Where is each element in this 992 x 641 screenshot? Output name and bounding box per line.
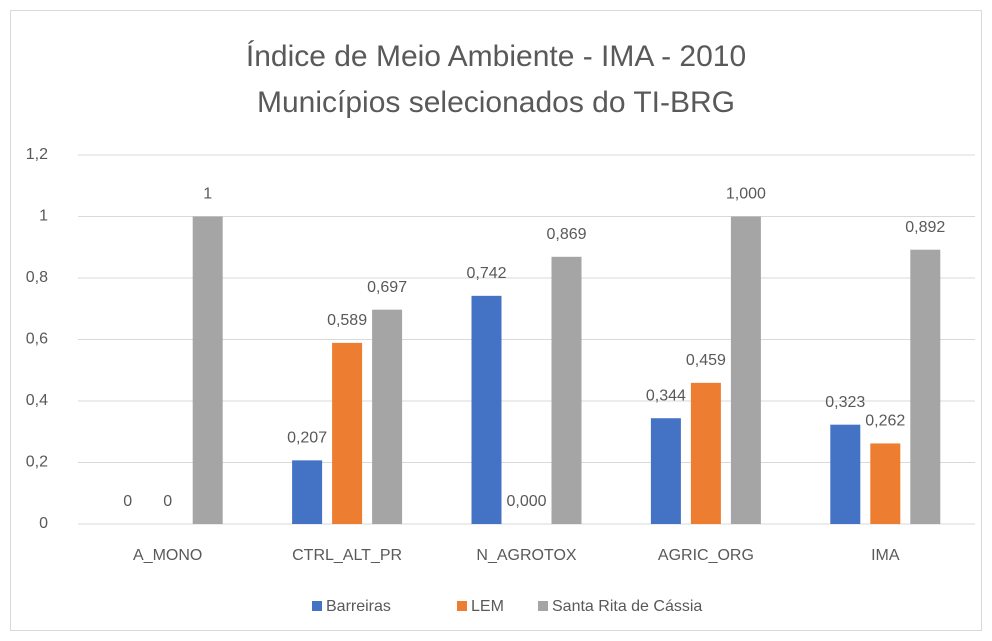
bar	[690, 382, 721, 524]
y-tick-label: 1,2	[26, 146, 48, 163]
bar	[332, 342, 363, 524]
y-tick-label: 0,8	[26, 269, 48, 286]
bar	[372, 309, 403, 524]
x-tick-label: IMA	[871, 547, 900, 564]
value-label: 0,323	[825, 394, 865, 411]
y-tick-label: 0	[39, 515, 48, 532]
y-tick-label: 0,2	[26, 454, 48, 471]
value-label: 0,869	[546, 226, 586, 243]
legend-swatch	[312, 601, 322, 611]
value-label: 0	[163, 493, 172, 510]
bar	[551, 256, 582, 524]
bar	[650, 418, 681, 524]
y-tick-label: 0,4	[26, 392, 48, 409]
bar	[730, 216, 761, 524]
value-label: 0,000	[506, 493, 546, 510]
value-label: 0,207	[287, 430, 327, 447]
value-label: 0,589	[327, 312, 367, 329]
bar	[830, 424, 861, 524]
legend-label: Barreiras	[326, 598, 391, 615]
value-label: 0,344	[646, 387, 686, 404]
legend-swatch	[538, 601, 548, 611]
bar	[192, 216, 223, 524]
x-tick-label: A_MONO	[133, 547, 202, 564]
legend-swatch	[457, 601, 467, 611]
value-label: 0	[123, 493, 132, 510]
value-label: 1,000	[726, 186, 766, 203]
legend-label: Santa Rita de Cássia	[552, 598, 702, 615]
bar	[870, 443, 901, 524]
x-tick-label: CTRL_ALT_PR	[292, 547, 402, 564]
value-label: 0,892	[905, 219, 945, 236]
y-tick-label: 0,6	[26, 331, 48, 348]
chart-title: Índice de Meio Ambiente - IMA - 2010	[246, 40, 746, 73]
x-tick-label: N_AGROTOX	[476, 547, 577, 564]
value-label: 0,742	[466, 265, 506, 282]
y-tick-label: 1	[39, 208, 48, 225]
value-label: 1	[203, 186, 212, 203]
bar	[292, 460, 323, 524]
bar	[471, 295, 502, 524]
x-tick-label: AGRIC_ORG	[658, 547, 754, 564]
legend-label: LEM	[471, 598, 504, 615]
chart-subtitle: Municípios selecionados do TI-BRG	[257, 86, 735, 119]
value-label: 0,459	[686, 352, 726, 369]
value-label: 0,262	[865, 413, 905, 430]
bar	[910, 249, 941, 524]
value-label: 0,697	[367, 279, 407, 296]
